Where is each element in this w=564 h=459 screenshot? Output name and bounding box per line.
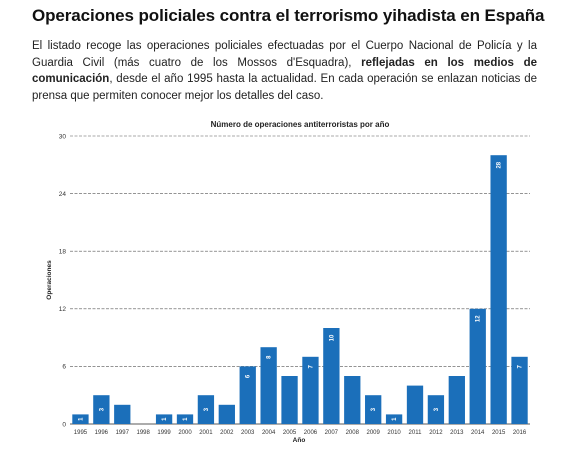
bar-value-label: 1 (78, 417, 84, 421)
y-tick-label: 18 (59, 249, 67, 256)
bar-2003 (239, 366, 256, 424)
x-axis-label: Año (293, 437, 306, 444)
bar-value-label: 12 (476, 315, 482, 322)
bar-value-label: 1 (183, 417, 189, 421)
intro-text-1: El listado recoge las operaciones polici… (32, 40, 537, 69)
x-tick-label: 2009 (367, 430, 381, 436)
bar-value-label: 7 (518, 364, 524, 368)
bar-value-label: 1 (392, 417, 398, 421)
x-tick-label: 2003 (241, 430, 255, 436)
bar-2009 (365, 395, 382, 424)
y-tick-label: 30 (59, 133, 67, 140)
bar-value-label: 28 (497, 161, 503, 168)
x-tick-label: 2004 (262, 430, 276, 436)
bar-value-label: 7 (308, 364, 314, 368)
bar-2007 (323, 328, 340, 424)
bar-1996 (93, 395, 110, 424)
bar-2015 (490, 155, 507, 424)
bar-2016 (511, 356, 528, 424)
bar-1999 (155, 414, 173, 424)
x-tick-label: 1999 (157, 430, 171, 436)
x-tick-label: 2001 (199, 430, 213, 436)
x-tick-label: 2013 (450, 430, 464, 436)
bar-2014 (469, 308, 486, 424)
bar-2002 (218, 404, 235, 424)
bar-1995 (72, 414, 89, 424)
y-tick-label: 0 (62, 421, 66, 428)
bar-2010 (385, 414, 403, 424)
bar-2005 (281, 376, 298, 424)
bar-value-label: 3 (371, 407, 377, 411)
chart-title: Número de operaciones antiterroristas po… (211, 120, 390, 129)
x-tick-labels: 1995 1996 1997 1998 1999 2000 2001 2002 2003 2004… (74, 430, 527, 436)
page-title: Operaciones policiales contra el terrori… (32, 6, 545, 25)
x-tick-label: 1998 (137, 430, 151, 436)
bar-1997 (114, 404, 131, 424)
x-tick-label: 2011 (409, 430, 423, 436)
intro-text-bold: reflejadas en los medios de comunicación (32, 56, 537, 86)
x-tick-label: 2014 (471, 430, 485, 436)
x-tick-label: 1996 (95, 430, 109, 436)
bar-2006 (302, 356, 319, 424)
y-tick-label: 6 (62, 364, 66, 371)
bar-2001 (197, 395, 215, 424)
x-tick-label: 1995 (74, 430, 88, 436)
bar-value-label: 3 (99, 407, 105, 411)
x-tick-label: 2012 (429, 430, 443, 436)
x-tick-label: 2005 (283, 430, 297, 436)
x-tick-label: 2002 (220, 430, 234, 436)
x-tick-label: 2007 (325, 430, 339, 436)
bar-2004 (260, 347, 277, 424)
x-tick-label: 2015 (492, 430, 506, 436)
intro-text-2: , desde el año 1995 hasta la actualidad.… (32, 73, 537, 102)
bar-2013 (448, 376, 465, 424)
x-tick-label: 2000 (178, 430, 192, 436)
y-axis-label: Operaciones (46, 260, 53, 300)
y-tick-label: 12 (59, 306, 67, 313)
x-tick-label: 2008 (346, 430, 360, 436)
bar-2011 (406, 385, 424, 424)
x-tick-label: 2016 (513, 430, 527, 436)
bar-2000 (176, 414, 194, 424)
bar-value-label: 6 (246, 374, 252, 378)
x-tick-label: 2006 (304, 430, 318, 436)
chart-bars: 1 3 1 1 3 6 8 7 10 3 1 3 12 28 7 (72, 155, 528, 424)
bar-2008 (344, 376, 361, 424)
x-tick-label: 2010 (387, 430, 401, 436)
bar-value-label: 10 (329, 334, 335, 341)
x-tick-label: 1997 (116, 430, 130, 436)
bar-value-label: 3 (204, 407, 210, 411)
bar-value-label: 8 (267, 355, 273, 359)
bar-2012 (427, 395, 445, 424)
intro-paragraph: El listado recoge las operaciones polici… (32, 38, 537, 104)
y-tick-labels: 0 6 12 18 24 30 (59, 133, 67, 428)
bar-value-label: 1 (162, 417, 168, 421)
bar-value-label: 3 (434, 407, 440, 411)
y-tick-label: 24 (59, 191, 67, 198)
